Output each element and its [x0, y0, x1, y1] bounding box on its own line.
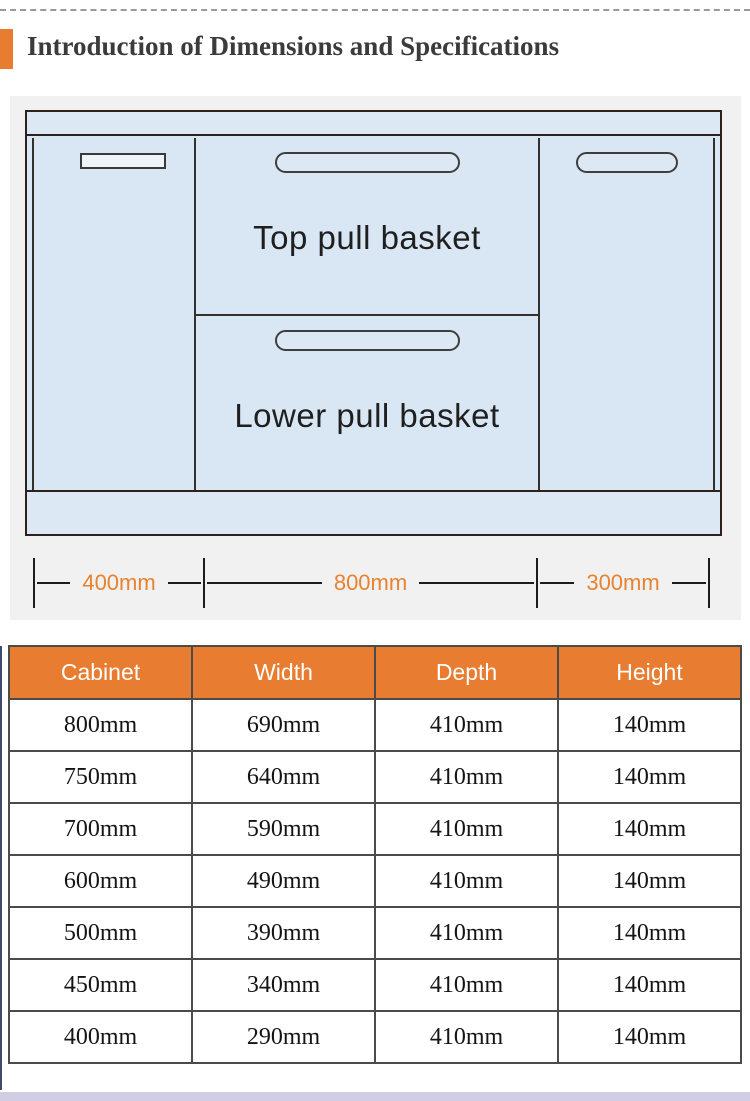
table-cell: 400mm	[8, 1010, 193, 1064]
dimension-tick	[203, 558, 205, 608]
table-cell: 690mm	[191, 698, 376, 752]
table-header-depth: Depth	[374, 645, 559, 700]
table-cell: 500mm	[8, 906, 193, 960]
table-left-accent-line	[0, 646, 2, 1090]
top-basket-label: Top pull basket	[253, 219, 481, 256]
table-row: 750mm 640mm 410mm 140mm	[8, 750, 742, 804]
table-cell: 490mm	[191, 854, 376, 908]
table-cell: 290mm	[191, 1010, 376, 1064]
spec-table-head: Cabinet Width Depth Height	[8, 645, 742, 700]
table-cell: 410mm	[374, 1010, 559, 1064]
dimension-segment-800: 800mm	[207, 558, 535, 608]
table-cell: 750mm	[8, 750, 193, 804]
right-door	[538, 138, 713, 490]
right-door-handle	[575, 152, 678, 173]
lower-basket-handle	[274, 330, 460, 351]
countertop	[27, 112, 720, 136]
toe-kick	[27, 490, 720, 534]
dimension-line	[207, 582, 322, 584]
dimension-label-400: 400mm	[82, 570, 156, 595]
table-cell: 800mm	[8, 698, 193, 752]
dimension-tick	[708, 558, 710, 608]
lower-pull-basket: Lower pull basket	[196, 316, 538, 490]
lower-basket-label: Lower pull basket	[234, 397, 500, 434]
spec-table-body: 800mm 690mm 410mm 140mm 750mm 640mm 410mm 140mm…	[8, 698, 742, 1064]
table-cell: 410mm	[374, 906, 559, 960]
diagram-panel: Top pull basket Lower pull basket	[10, 96, 741, 620]
dimension-line	[37, 582, 71, 584]
left-door-handle	[80, 153, 166, 169]
dimension-tick	[536, 558, 538, 608]
page-title: Introduction of Dimensions and Specifica…	[27, 31, 560, 61]
spec-table: Cabinet Width Depth Height 800mm 690mm 410…	[8, 645, 742, 1064]
table-cell: 410mm	[374, 802, 559, 856]
table-cell: 140mm	[557, 750, 742, 804]
dimension-line	[671, 582, 707, 584]
dimension-line	[540, 582, 575, 584]
top-dashed-divider	[0, 9, 750, 11]
dimension-line	[167, 582, 202, 584]
top-pull-basket: Top pull basket	[196, 138, 538, 316]
table-cell: 410mm	[374, 854, 559, 908]
dimension-label-800: 800mm	[333, 570, 408, 595]
table-cell: 590mm	[191, 802, 376, 856]
table-cell: 700mm	[8, 802, 193, 856]
table-cell: 140mm	[557, 1010, 742, 1064]
table-header-cabinet: Cabinet	[8, 645, 193, 700]
cabinet-doors-row: Top pull basket Lower pull basket	[27, 138, 720, 490]
table-cell: 410mm	[374, 698, 559, 752]
table-cell: 140mm	[557, 854, 742, 908]
table-row: 400mm 290mm 410mm 140mm	[8, 1010, 742, 1064]
table-cell: 340mm	[191, 958, 376, 1012]
table-cell: 140mm	[557, 698, 742, 752]
dimension-ruler: 400mm 800mm 300mm	[33, 558, 712, 608]
table-row: 600mm 490mm 410mm 140mm	[8, 854, 742, 908]
dimension-line	[419, 582, 535, 584]
bottom-strip	[0, 1092, 750, 1101]
table-cell: 600mm	[8, 854, 193, 908]
table-row: 500mm 390mm 410mm 140mm	[8, 906, 742, 960]
table-cell: 410mm	[374, 958, 559, 1012]
table-cell: 450mm	[8, 958, 193, 1012]
dimension-label-300: 300mm	[586, 570, 660, 595]
table-cell: 140mm	[557, 802, 742, 856]
dimension-segment-300: 300mm	[540, 558, 707, 608]
table-row: 800mm 690mm 410mm 140mm	[8, 698, 742, 752]
cabinet-left-frame	[27, 138, 34, 490]
cabinet-diagram: Top pull basket Lower pull basket	[25, 110, 722, 536]
pull-basket-column: Top pull basket Lower pull basket	[196, 138, 538, 490]
dimension-segment-400: 400mm	[37, 558, 202, 608]
table-row: 700mm 590mm 410mm 140mm	[8, 802, 742, 856]
table-cell: 410mm	[374, 750, 559, 804]
table-cell: 390mm	[191, 906, 376, 960]
table-row: 450mm 340mm 410mm 140mm	[8, 958, 742, 1012]
table-cell: 140mm	[557, 958, 742, 1012]
table-header-width: Width	[191, 645, 376, 700]
dimension-tick	[33, 558, 35, 608]
table-header-row: Cabinet Width Depth Height	[8, 645, 742, 700]
title-accent-bar	[0, 29, 13, 69]
table-cell: 140mm	[557, 906, 742, 960]
cabinet-right-frame	[713, 138, 720, 490]
left-door	[34, 138, 196, 490]
top-basket-handle	[274, 152, 460, 173]
table-header-height: Height	[557, 645, 742, 700]
table-cell: 640mm	[191, 750, 376, 804]
